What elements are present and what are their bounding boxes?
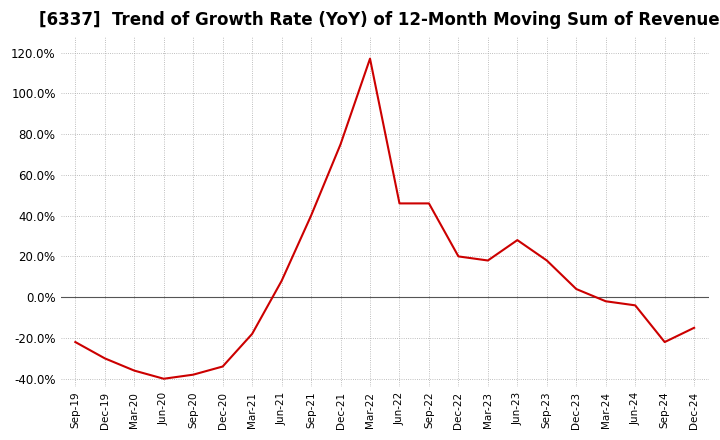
Title: [6337]  Trend of Growth Rate (YoY) of 12-Month Moving Sum of Revenues: [6337] Trend of Growth Rate (YoY) of 12-…	[40, 11, 720, 29]
